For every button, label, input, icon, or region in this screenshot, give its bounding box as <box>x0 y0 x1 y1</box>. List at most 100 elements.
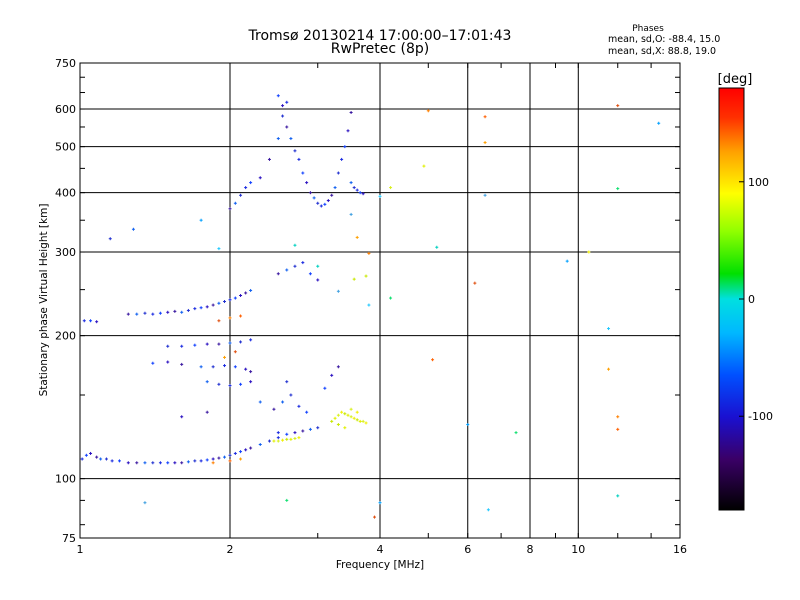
data-point <box>285 432 289 436</box>
data-point <box>285 125 289 129</box>
data-point <box>276 272 280 276</box>
colorbar-tick-label: -100 <box>748 410 773 423</box>
data-point <box>336 365 340 369</box>
data-point <box>276 436 280 440</box>
data-point <box>323 202 327 206</box>
data-point <box>117 459 121 463</box>
data-point <box>364 421 368 425</box>
data-point <box>285 498 289 502</box>
data-point <box>199 459 203 463</box>
data-point <box>217 319 221 323</box>
data-point <box>173 309 177 313</box>
data-point <box>276 94 280 98</box>
data-point <box>323 386 327 390</box>
data-point <box>267 157 271 161</box>
data-point <box>151 461 155 465</box>
data-point <box>258 176 262 180</box>
data-point <box>239 457 243 461</box>
data-point <box>217 342 221 346</box>
colorbar-tick-label: 100 <box>748 176 769 189</box>
data-point <box>435 245 439 249</box>
data-point <box>514 431 518 435</box>
data-point <box>84 453 88 457</box>
data-point <box>223 300 227 304</box>
data-point <box>276 439 280 443</box>
y-tick-label: 750 <box>55 57 76 70</box>
data-point <box>349 212 353 216</box>
data-point <box>336 413 340 417</box>
data-point <box>272 439 276 443</box>
data-point <box>616 104 620 108</box>
x-tick-label: 10 <box>571 543 585 556</box>
data-point <box>378 501 382 505</box>
data-point <box>352 416 356 420</box>
data-point <box>205 380 209 384</box>
data-point <box>173 461 177 465</box>
data-point <box>361 419 365 423</box>
data-point <box>281 114 285 118</box>
data-point <box>293 149 297 153</box>
data-point <box>483 141 487 145</box>
data-point <box>239 293 243 297</box>
data-point <box>289 393 293 397</box>
data-point <box>330 193 334 197</box>
data-point <box>186 308 190 312</box>
data-point <box>336 423 340 427</box>
data-point <box>228 384 232 388</box>
data-point <box>180 310 184 314</box>
data-point <box>249 181 253 185</box>
data-point <box>616 187 620 191</box>
data-point <box>308 272 312 276</box>
y-tick-label: 100 <box>55 473 76 486</box>
data-point <box>352 277 356 281</box>
data-point <box>289 137 293 141</box>
data-point <box>316 426 320 430</box>
data-point <box>143 461 147 465</box>
data-point <box>193 459 197 463</box>
data-point <box>193 343 197 347</box>
data-point <box>355 235 359 239</box>
data-point <box>211 457 215 461</box>
data-point <box>180 461 184 465</box>
data-point <box>244 291 248 295</box>
data-point <box>333 416 337 420</box>
data-point <box>297 157 301 161</box>
data-point <box>205 342 209 346</box>
data-point <box>289 437 293 441</box>
y-tick-label: 400 <box>55 187 76 200</box>
minor-ticks <box>80 63 680 538</box>
data-point <box>158 311 162 315</box>
data-point <box>126 461 130 465</box>
data-point <box>616 494 620 498</box>
data-point <box>217 382 221 386</box>
data-point <box>151 361 155 365</box>
y-tick-label: 300 <box>55 246 76 259</box>
data-point <box>349 407 353 411</box>
data-point <box>166 344 170 348</box>
data-point <box>249 338 253 342</box>
data-point <box>358 419 362 423</box>
x-tick-label: 6 <box>464 543 471 556</box>
data-point <box>281 400 285 404</box>
y-tick-label: 600 <box>55 103 76 116</box>
data-point <box>180 415 184 419</box>
data-point <box>346 413 350 417</box>
data-point <box>316 201 320 205</box>
data-point <box>228 316 232 320</box>
data-point <box>285 380 289 384</box>
phases-o-line: mean, sd,O: -88.4, 15.0 <box>608 34 720 45</box>
data-point <box>361 192 365 196</box>
data-point <box>95 320 99 324</box>
data-point <box>607 367 611 371</box>
phases-title: Phases <box>632 24 664 34</box>
data-point <box>89 319 93 323</box>
data-point <box>158 461 162 465</box>
data-point <box>80 457 84 461</box>
data-point <box>349 110 353 114</box>
y-tick-label: 75 <box>62 532 76 545</box>
data-point <box>239 340 243 344</box>
data-point <box>316 264 320 268</box>
data-point <box>205 458 209 462</box>
data-point <box>305 181 309 185</box>
data-point <box>367 251 371 255</box>
